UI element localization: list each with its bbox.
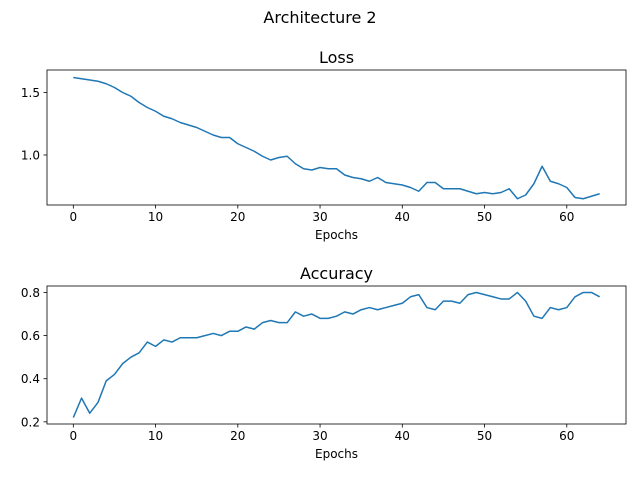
figure-suptitle: Architecture 2 <box>263 8 376 27</box>
loss-xtick-label: 10 <box>148 210 163 224</box>
accuracy-xtick-label: 0 <box>69 429 77 443</box>
accuracy-xtick-label: 20 <box>230 429 245 443</box>
loss-xtick-label: 50 <box>477 210 492 224</box>
loss-xtick-label: 40 <box>395 210 410 224</box>
accuracy-xtick-label: 10 <box>148 429 163 443</box>
accuracy-xtick-label: 50 <box>477 429 492 443</box>
loss-ytick-label: 1.5 <box>21 86 40 100</box>
accuracy-ytick-label: 0.2 <box>21 415 40 429</box>
loss-series-line <box>73 76 600 200</box>
loss-xtick-label: 60 <box>559 210 574 224</box>
loss-xtick-label: 30 <box>312 210 327 224</box>
loss-axes-frame <box>46 69 627 206</box>
loss-xtick-label: 20 <box>230 210 245 224</box>
loss-ytick-label: 1.0 <box>21 149 40 163</box>
accuracy-xtick-label: 60 <box>559 429 574 443</box>
loss-subplot: Loss 0 10 20 30 40 50 60 1.0 1.5 Epochs <box>21 48 627 242</box>
accuracy-xlabel: Epochs <box>315 447 358 461</box>
loss-xtick-label: 0 <box>69 210 77 224</box>
accuracy-ytick-label: 0.6 <box>21 329 40 343</box>
accuracy-xtick-label: 30 <box>312 429 327 443</box>
accuracy-title: Accuracy <box>300 264 373 283</box>
accuracy-series-line <box>72 291 601 418</box>
loss-title: Loss <box>319 48 354 67</box>
accuracy-subplot: Accuracy 0 10 20 30 40 50 60 0.2 0.4 0.6 0.8 Epochs <box>21 264 627 461</box>
accuracy-ytick-label: 0.4 <box>21 372 40 386</box>
loss-xlabel: Epochs <box>315 228 358 242</box>
accuracy-axes-frame <box>46 285 627 425</box>
accuracy-xtick-label: 40 <box>395 429 410 443</box>
accuracy-ytick-label: 0.8 <box>21 286 40 300</box>
